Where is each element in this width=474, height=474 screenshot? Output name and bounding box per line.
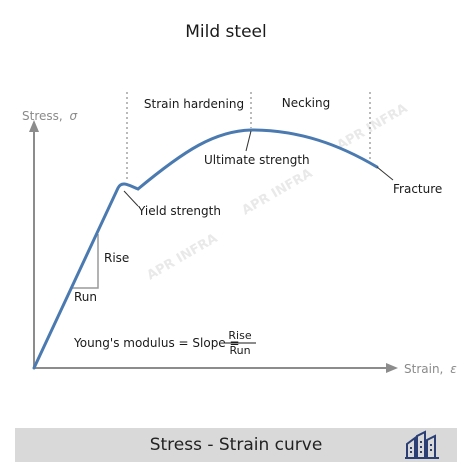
youngs-modulus-formula: Young's modulus = Slope = Rise Run (73, 329, 256, 357)
fracture-label: Fracture (393, 182, 442, 196)
ultimate-leader-line (245, 130, 252, 152)
company-logo-icon (405, 430, 439, 459)
watermark-text-1: APR INFRA (145, 231, 221, 283)
caption-bar: Stress - Strain curve (15, 428, 457, 462)
strain-hardening-label: Strain hardening (144, 97, 244, 111)
x-axis-label-text: Strain, (404, 362, 443, 376)
fracture-leader-line (376, 166, 394, 181)
x-axis-label-symbol: ε (450, 362, 457, 376)
watermark-text-2: APR INFRA (240, 166, 316, 218)
leader-lines (123, 130, 394, 207)
x-axis-label: Strain, ε (404, 362, 457, 376)
run-label: Run (74, 290, 97, 304)
watermark-text-3: APR INFRA (335, 101, 411, 153)
formula-prefix: Young's modulus = Slope = (73, 336, 240, 350)
caption-text: Stress - Strain curve (149, 435, 323, 455)
y-axis-label-text: Stress, (22, 109, 63, 123)
y-axis-label: Stress, σ (22, 109, 78, 123)
x-axis-arrowhead (386, 363, 398, 373)
formula-numerator: Rise (228, 329, 251, 342)
slope-triangle (72, 234, 99, 289)
region-dividers (126, 92, 371, 182)
axes (29, 120, 398, 373)
stress-strain-curve (32, 128, 379, 370)
y-axis-label-symbol: σ (70, 109, 78, 123)
formula-denominator: Run (229, 344, 250, 357)
rise-label: Rise (104, 251, 129, 265)
ultimate-strength-label: Ultimate strength (204, 153, 310, 167)
diagram-title: Mild steel (185, 22, 266, 42)
y-axis-arrowhead (29, 120, 39, 132)
yield-strength-label: Yield strength (137, 204, 221, 218)
necking-label: Necking (282, 96, 330, 110)
yield-leader-line (123, 190, 139, 207)
